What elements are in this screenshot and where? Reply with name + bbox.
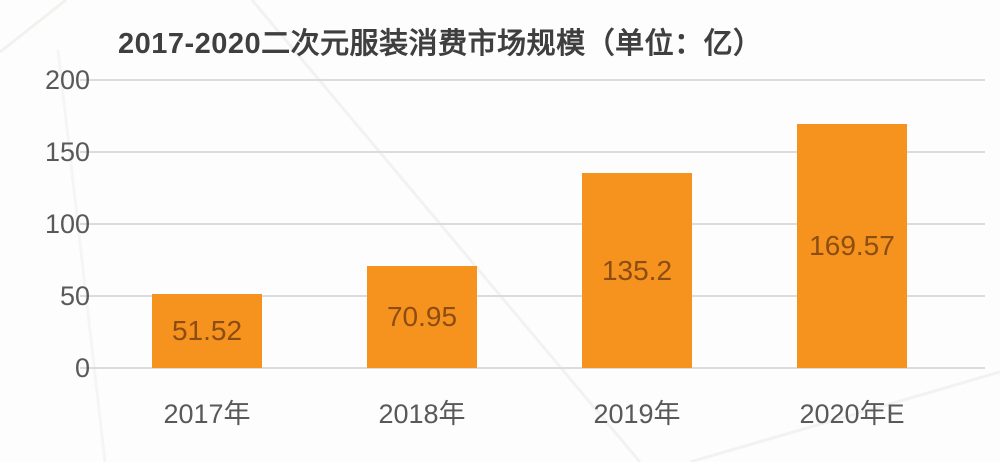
gridline bbox=[80, 295, 985, 297]
bar-2017年: 51.52 bbox=[152, 293, 262, 368]
x-axis-category-label: 2020年E bbox=[799, 399, 905, 429]
y-axis-tick-label: 0 bbox=[74, 353, 90, 383]
x-axis-category-label: 2019年 bbox=[593, 399, 681, 429]
y-axis-tick-label: 200 bbox=[44, 65, 90, 95]
chart-title: 2017-2020二次元服装消费市场规模（单位：亿） bbox=[118, 28, 763, 60]
x-axis-category-label: 2018年 bbox=[378, 399, 466, 429]
x-axis-category-label: 2017年 bbox=[163, 399, 251, 429]
gridline bbox=[80, 151, 985, 153]
bar-value-label: 70.95 bbox=[386, 300, 458, 332]
bar-value-label: 169.57 bbox=[809, 229, 895, 261]
y-axis-tick-label: 100 bbox=[44, 209, 90, 239]
bar-2020年E: 169.57 bbox=[797, 123, 907, 368]
gridline bbox=[80, 79, 985, 81]
bar-2018年: 70.95 bbox=[367, 265, 477, 368]
y-axis-tick-label: 150 bbox=[44, 137, 90, 167]
bar-value-label: 135.2 bbox=[601, 254, 673, 286]
gridline bbox=[80, 223, 985, 225]
y-axis-tick-label: 50 bbox=[59, 281, 90, 311]
gridline bbox=[80, 367, 985, 369]
bar-value-label: 51.52 bbox=[171, 314, 243, 346]
bar-2019年: 135.2 bbox=[582, 173, 692, 368]
